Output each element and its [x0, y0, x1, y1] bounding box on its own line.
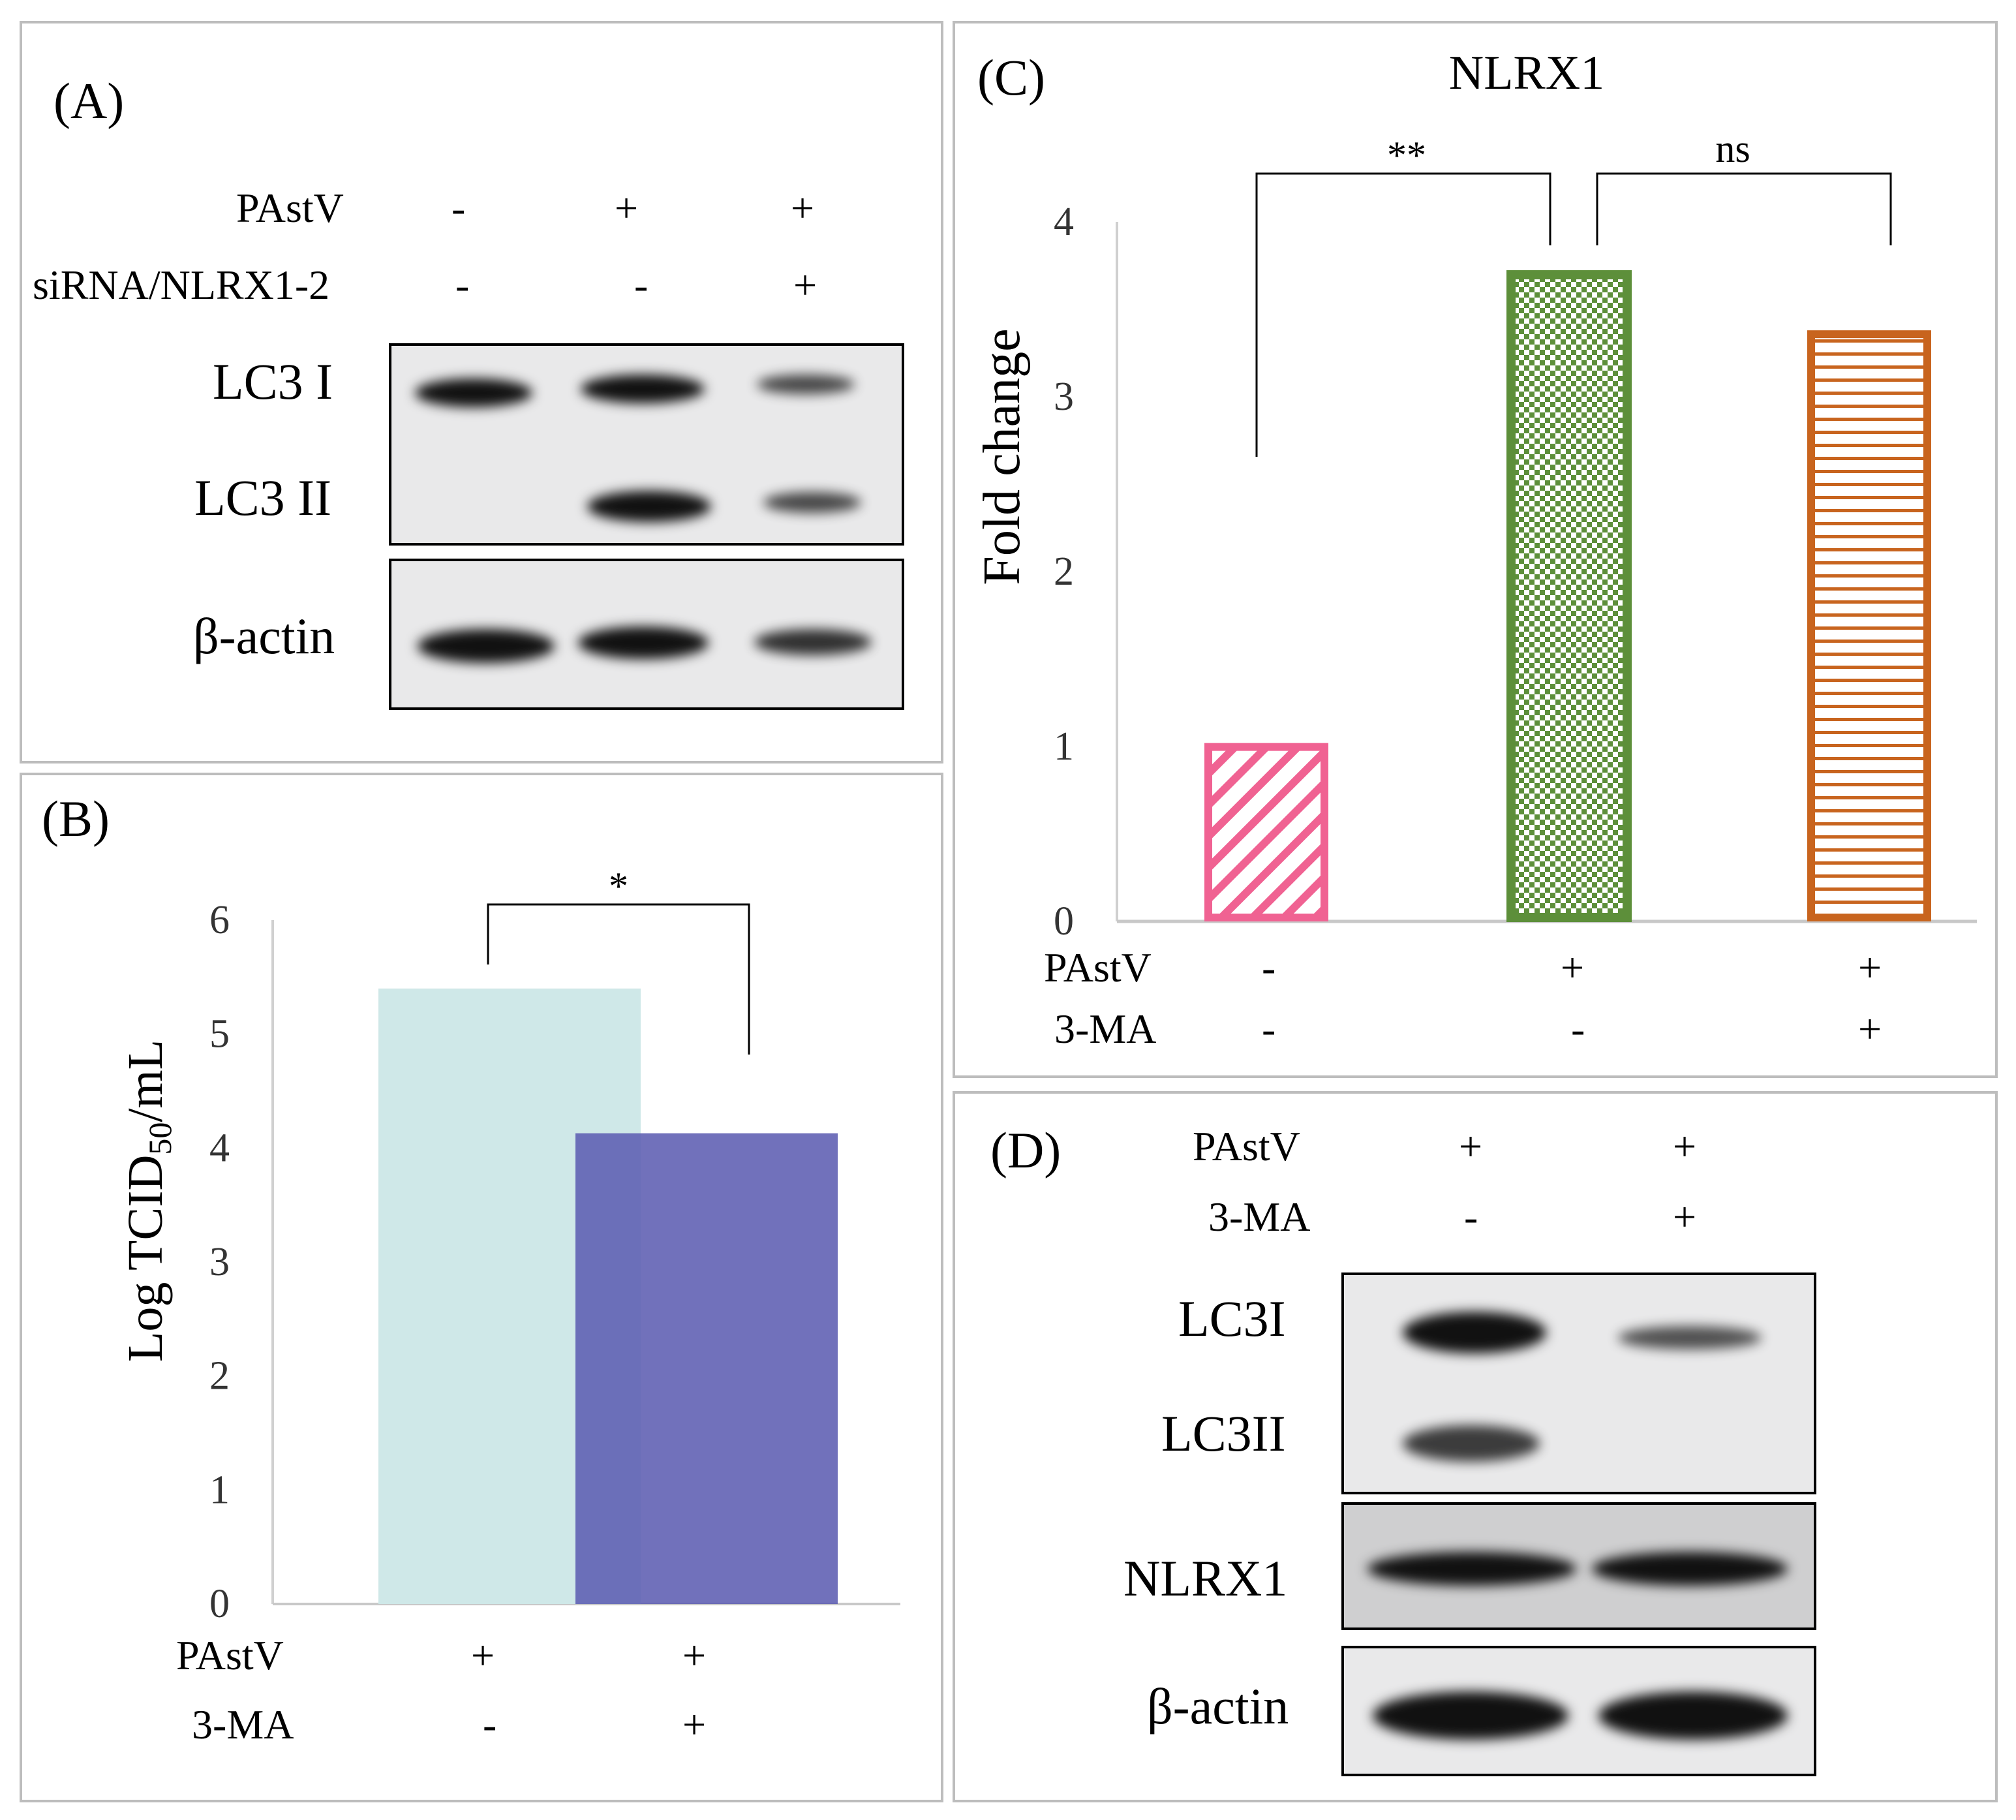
panel-d-lc3-blot — [1341, 1272, 1816, 1494]
panel-d-actin-blot — [1341, 1646, 1816, 1776]
panel-a-sirna-lane2: - — [634, 262, 649, 308]
band-d-actin-lane1 — [1373, 1691, 1568, 1740]
panel-c-row-label-3ma: 3-MA — [1054, 1006, 1157, 1052]
panel-c-significance-bracket-2 — [1596, 172, 1892, 245]
panel-c-pastv-lane2: + — [1561, 944, 1585, 991]
panel-a-sirna-lane3: + — [793, 262, 817, 308]
panel-d-blot-label-nlrx1: NLRX1 — [1123, 1550, 1288, 1607]
band-a-actin-lane1 — [418, 629, 555, 663]
panel-b-y-tick-1: 1 — [209, 1468, 230, 1512]
panel-b-y-tick-5: 5 — [209, 1012, 230, 1057]
band-a-lc3ii-lane2 — [587, 491, 711, 522]
panel-a-label: (A) — [53, 72, 125, 129]
panel-b-label: (B) — [42, 790, 110, 847]
panel-b-y-tick-2: 2 — [209, 1354, 230, 1398]
panel-a-row-label-sirna: siRNA/NLRX1-2 — [33, 262, 330, 308]
panel-a-blot-label-lc3i: LC3 I — [213, 353, 333, 410]
panel-d-row-label-3ma: 3-MA — [1208, 1194, 1311, 1240]
panel-c-title: NLRX1 — [1449, 46, 1604, 100]
panel-c-y-axis-label: Fold change — [973, 328, 1031, 585]
panel-b-y-tick-6: 6 — [209, 898, 230, 942]
panel-a-pastv-lane2: + — [615, 185, 639, 231]
panel-c-3ma-lane2: - — [1571, 1006, 1585, 1052]
panel-c-y-tick-3: 3 — [1054, 375, 1074, 419]
panel-b-chart: 0 1 2 3 4 5 6 * Log TCID50/mL — [118, 865, 900, 1626]
band-d-nlrx1-lane2 — [1592, 1552, 1788, 1586]
band-a-lc3i-lane1 — [415, 378, 532, 407]
panel-b-y-axis-label: Log TCID50/mL — [118, 1040, 178, 1362]
band-d-lc3ii-lane1 — [1403, 1425, 1540, 1462]
panel-b-y-tick-3: 3 — [209, 1240, 230, 1284]
panel-b-y-tick-0: 0 — [209, 1582, 230, 1626]
panel-b-significance-bracket — [487, 903, 750, 1055]
panel-d-blot-label-actin: β-actin — [1147, 1678, 1289, 1735]
panel-d-label: (D) — [990, 1122, 1061, 1179]
panel-b-pastv-lane1: + — [471, 1632, 495, 1678]
band-a-actin-lane2 — [578, 626, 709, 659]
panel-c-pastv-lane1: - — [1262, 944, 1276, 991]
panel-c-3ma-lane3: + — [1858, 1006, 1882, 1052]
panel-a-blot-label-lc3ii: LC3 II — [194, 469, 332, 526]
panel-c-chart: NLRX1 0 1 2 3 4 ** ns Fold change — [973, 46, 1977, 944]
panel-a-pastv-lane1: - — [451, 185, 466, 231]
panel-a-blot-label-actin: β-actin — [193, 608, 335, 664]
panel-c-significance-label-1: ** — [1387, 134, 1426, 177]
panel-c-pastv-lane3: + — [1858, 944, 1882, 991]
panel-c-row-label-pastv: PAstV — [1044, 944, 1152, 991]
panel-d-pastv-lane2: + — [1673, 1123, 1697, 1169]
panel-b-3ma-lane2: + — [682, 1701, 707, 1748]
panel-b-significance-label: * — [609, 865, 628, 908]
panel-c-bar-pastv-3ma — [1807, 330, 1931, 921]
panel-d-row-label-pastv: PAstV — [1193, 1123, 1300, 1169]
panel-b-row-label-pastv: PAstV — [176, 1632, 284, 1678]
panel-b-y-tick-4: 4 — [209, 1126, 230, 1170]
panel-c-y-tick-0: 0 — [1054, 899, 1074, 944]
panel-c-label: (C) — [977, 49, 1045, 106]
panel-a-pastv-lane3: + — [791, 185, 815, 231]
panel-b-pastv-lane2: + — [682, 1632, 707, 1678]
panel-b-3ma-lane1: - — [483, 1701, 497, 1748]
band-a-actin-lane3 — [754, 629, 872, 655]
panel-b-row-label-3ma: 3-MA — [192, 1701, 294, 1748]
band-d-nlrx1-lane1 — [1367, 1552, 1576, 1586]
panel-c-bar-control — [1204, 743, 1328, 921]
panel-d-blot-label-lc3ii: LC3II — [1161, 1405, 1286, 1462]
panel-c-bar-pastv — [1506, 270, 1632, 923]
band-a-lc3i-lane3 — [757, 375, 855, 394]
panel-c-significance-bracket-1 — [1255, 172, 1551, 457]
band-d-actin-lane2 — [1598, 1691, 1788, 1740]
panel-d-nlrx1-blot — [1341, 1502, 1816, 1630]
panel-c-significance-label-2: ns — [1715, 127, 1750, 170]
panel-d-blot-label-lc3i: LC3I — [1178, 1290, 1286, 1347]
panel-a-actin-blot — [389, 559, 904, 710]
panel-c-y-tick-4: 4 — [1054, 200, 1074, 244]
panel-b-bar-3ma-plus — [575, 1133, 838, 1604]
panel-a-lc3-blot — [389, 343, 904, 546]
panel-a-row-label-pastv: PAstV — [236, 185, 344, 231]
band-d-lc3i-lane2 — [1618, 1326, 1762, 1350]
band-d-lc3i-lane1 — [1403, 1312, 1546, 1353]
panel-c-y-tick-1: 1 — [1054, 724, 1074, 769]
band-a-lc3ii-lane3 — [763, 492, 861, 513]
panel-a-sirna-lane1: - — [455, 262, 470, 308]
panel-d-pastv-lane1: + — [1459, 1123, 1483, 1169]
panel-d-3ma-lane2: + — [1673, 1194, 1697, 1240]
panel-c-y-tick-2: 2 — [1054, 549, 1074, 594]
band-a-lc3i-lane2 — [581, 375, 705, 403]
panel-c-3ma-lane1: - — [1262, 1006, 1276, 1052]
panel-d-3ma-lane1: - — [1464, 1194, 1478, 1240]
